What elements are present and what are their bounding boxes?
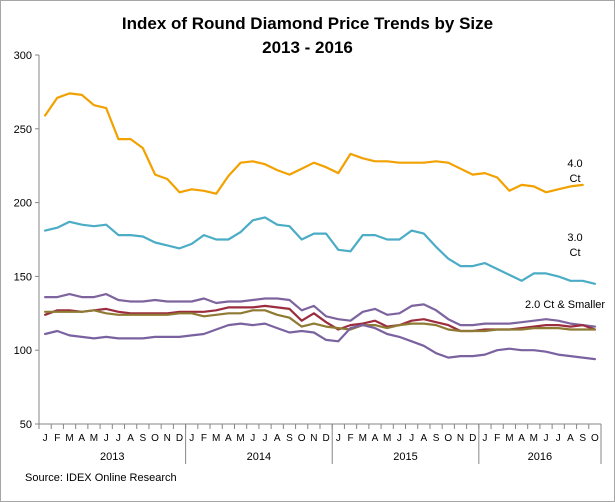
series-line-0-3-ct [43, 322, 597, 361]
x-tick-label: J [104, 433, 109, 444]
year-label: 2015 [393, 451, 417, 463]
x-tick-label: J [556, 433, 561, 444]
x-tick-label: N [310, 433, 317, 444]
y-tick-label: 300 [14, 50, 32, 62]
x-tick-label: F [201, 433, 207, 444]
x-tick-label: J [263, 433, 268, 444]
x-tick-label: S [286, 433, 293, 444]
series-label: 2.0 Ct & Smaller [525, 299, 605, 311]
chart-subtitle: 2013 - 2016 [262, 38, 353, 57]
series-line-4-0-ct [43, 92, 584, 195]
x-tick-label: M [212, 433, 220, 444]
y-tick-label: 200 [14, 198, 32, 210]
x-tick-label: D [322, 433, 329, 444]
x-tick-label: N [457, 433, 464, 444]
series-label: Ct [570, 247, 581, 259]
x-tick-label: S [579, 433, 586, 444]
series-line-2-0-ct-smaller [43, 293, 597, 328]
x-tick-label: J [189, 433, 194, 444]
x-tick-label: O [151, 433, 159, 444]
series-line-0-5-ct [43, 309, 597, 333]
x-tick-label: A [421, 433, 428, 444]
x-tick-label: M [90, 433, 98, 444]
x-tick-label: M [359, 433, 367, 444]
x-tick-label: S [433, 433, 440, 444]
series-line-3-0-ct [43, 216, 597, 285]
x-tick-label: J [409, 433, 414, 444]
y-tick-label: 50 [20, 419, 32, 431]
x-tick-label: J [482, 433, 487, 444]
x-tick-label: N [164, 433, 171, 444]
x-tick-label: A [372, 433, 379, 444]
year-label: 2014 [247, 451, 271, 463]
x-tick-label: J [116, 433, 121, 444]
x-tick-label: A [78, 433, 85, 444]
series-label: Ct [570, 173, 581, 185]
source-note: Source: IDEX Online Research [25, 472, 177, 484]
year-label: 2016 [528, 451, 552, 463]
x-tick-label: A [225, 433, 232, 444]
y-tick-label: 250 [14, 124, 32, 136]
y-tick-label: 150 [14, 271, 32, 283]
x-tick-label: O [591, 433, 599, 444]
series-label: 4.0 [567, 158, 582, 170]
year-label: 2013 [100, 451, 124, 463]
series-label: 3.0 [567, 232, 582, 244]
x-tick-label: M [505, 433, 513, 444]
x-tick-label: A [518, 433, 525, 444]
y-tick-label: 100 [14, 345, 32, 357]
x-tick-label: J [336, 433, 341, 444]
x-tick-label: M [530, 433, 538, 444]
x-tick-label: M [383, 433, 391, 444]
x-tick-label: J [250, 433, 255, 444]
x-tick-label: A [567, 433, 574, 444]
chart-title: Index of Round Diamond Price Trends by S… [121, 14, 494, 33]
x-tick-label: O [444, 433, 452, 444]
x-tick-label: A [274, 433, 281, 444]
x-tick-label: F [494, 433, 500, 444]
x-tick-label: S [140, 433, 147, 444]
x-tick-label: J [397, 433, 402, 444]
x-tick-label: O [298, 433, 306, 444]
x-tick-label: A [127, 433, 134, 444]
x-tick-label: D [469, 433, 476, 444]
x-tick-label: F [347, 433, 353, 444]
x-tick-label: M [236, 433, 244, 444]
x-tick-label: J [43, 433, 48, 444]
x-tick-label: M [65, 433, 73, 444]
x-tick-label: F [54, 433, 60, 444]
x-tick-label: J [544, 433, 549, 444]
x-tick-label: D [176, 433, 183, 444]
